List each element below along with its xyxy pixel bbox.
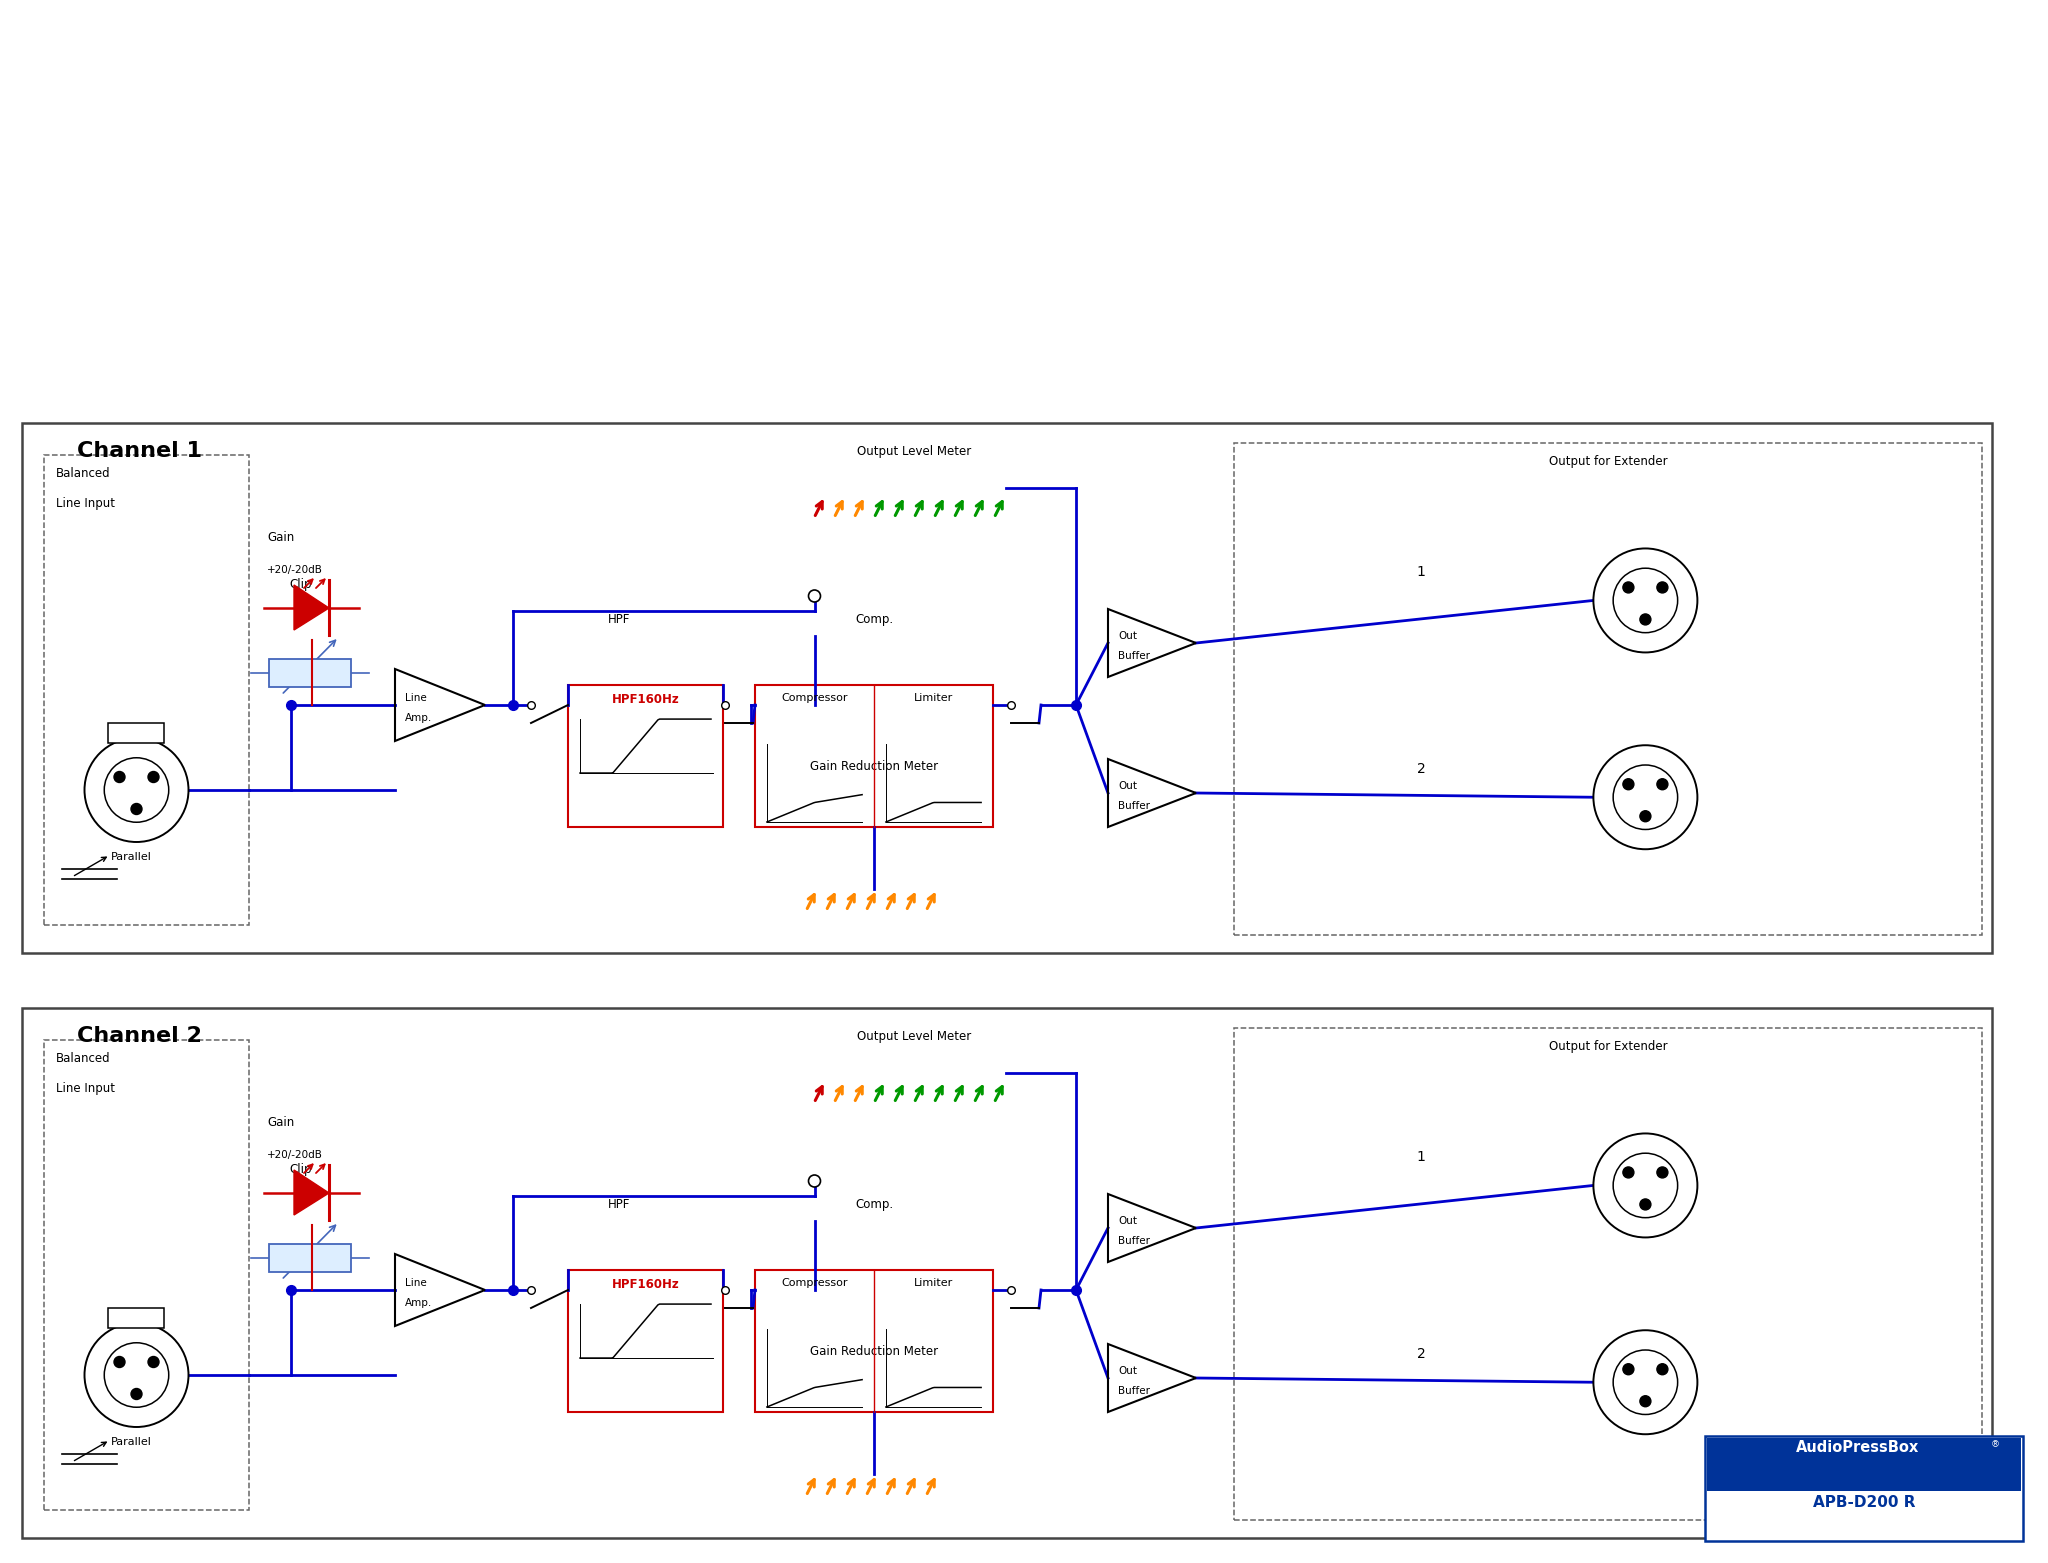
Circle shape: [104, 758, 168, 822]
Text: Limiter: Limiter: [913, 1279, 952, 1288]
Text: Balanced: Balanced: [55, 1052, 111, 1064]
Circle shape: [1614, 569, 1677, 633]
Circle shape: [1657, 1168, 1667, 1179]
Circle shape: [1640, 614, 1651, 625]
Circle shape: [115, 772, 125, 783]
Circle shape: [1640, 1199, 1651, 1210]
Bar: [109, 724, 164, 742]
Text: Amp.: Amp.: [406, 1297, 432, 1308]
Text: Balanced: Balanced: [55, 467, 111, 480]
Circle shape: [131, 1388, 141, 1399]
Circle shape: [1622, 1168, 1634, 1179]
Text: Compressor: Compressor: [780, 692, 848, 703]
Bar: [1235, 442, 1982, 935]
Circle shape: [1622, 581, 1634, 592]
Circle shape: [1640, 1396, 1651, 1407]
Text: HPF160Hz: HPF160Hz: [612, 692, 680, 706]
Bar: [1706, 1438, 2021, 1491]
Text: APB-D200 R: APB-D200 R: [1812, 1494, 1915, 1510]
Text: Clip: Clip: [289, 1163, 311, 1175]
Text: Line: Line: [406, 692, 426, 703]
Bar: [43, 455, 250, 925]
Text: Compressor: Compressor: [780, 1279, 848, 1288]
Bar: [756, 1271, 993, 1411]
Circle shape: [1593, 1133, 1698, 1238]
Text: Output Level Meter: Output Level Meter: [856, 1030, 971, 1043]
Text: ®: ®: [1991, 1440, 2001, 1449]
Text: AudioPressBox: AudioPressBox: [1796, 1440, 1919, 1455]
Text: +20/-20dB: +20/-20dB: [266, 564, 324, 575]
Bar: [23, 424, 1993, 953]
Circle shape: [1657, 778, 1667, 789]
Polygon shape: [295, 585, 330, 630]
Text: Out: Out: [1118, 631, 1137, 641]
Text: Buffer: Buffer: [1118, 1236, 1151, 1246]
Text: Gain Reduction Meter: Gain Reduction Meter: [809, 1346, 938, 1358]
Text: 1: 1: [1417, 1150, 1425, 1164]
Circle shape: [131, 803, 141, 814]
Text: Out: Out: [1118, 782, 1137, 791]
Text: +20/-20dB: +20/-20dB: [266, 1150, 324, 1160]
Circle shape: [1622, 778, 1634, 789]
Text: Amp.: Amp.: [406, 713, 432, 724]
Text: Line Input: Line Input: [55, 1082, 115, 1096]
Bar: [567, 1271, 723, 1411]
Circle shape: [115, 1357, 125, 1368]
Circle shape: [1614, 764, 1677, 830]
Circle shape: [84, 738, 188, 842]
Text: HPF: HPF: [608, 613, 631, 627]
Text: 1: 1: [1417, 566, 1425, 580]
Text: 2: 2: [1417, 1347, 1425, 1361]
Text: Comp.: Comp.: [854, 613, 893, 627]
Text: Out: Out: [1118, 1366, 1137, 1375]
Circle shape: [809, 1175, 821, 1186]
Circle shape: [147, 772, 160, 783]
Bar: [756, 685, 993, 827]
Circle shape: [809, 589, 821, 602]
Text: Line: Line: [406, 1279, 426, 1288]
Circle shape: [104, 1343, 168, 1407]
Text: Gain: Gain: [266, 531, 295, 544]
Text: Parallel: Parallel: [111, 1436, 152, 1447]
Circle shape: [1657, 581, 1667, 592]
Text: Output for Extender: Output for Extender: [1548, 455, 1667, 467]
Text: Limiter: Limiter: [913, 692, 952, 703]
Polygon shape: [295, 1171, 330, 1214]
Text: Gain: Gain: [266, 1116, 295, 1128]
Text: Out: Out: [1118, 1216, 1137, 1225]
Circle shape: [1622, 1364, 1634, 1375]
Text: Output for Extender: Output for Extender: [1548, 1039, 1667, 1053]
Bar: [268, 1244, 350, 1272]
Circle shape: [1640, 811, 1651, 822]
Circle shape: [147, 1357, 160, 1368]
Bar: [109, 1308, 164, 1329]
Circle shape: [1657, 1364, 1667, 1375]
Text: HPF160Hz: HPF160Hz: [612, 1279, 680, 1291]
Bar: [1235, 1028, 1982, 1519]
Text: HPF: HPF: [608, 1197, 631, 1211]
Circle shape: [1614, 1153, 1677, 1218]
Circle shape: [1593, 746, 1698, 849]
Circle shape: [1593, 549, 1698, 652]
Text: Buffer: Buffer: [1118, 800, 1151, 811]
Bar: [268, 660, 350, 688]
Text: Gain Reduction Meter: Gain Reduction Meter: [809, 760, 938, 774]
Text: 2: 2: [1417, 763, 1425, 777]
Bar: [43, 1039, 250, 1510]
Bar: [23, 1008, 1993, 1538]
Text: Channel 2: Channel 2: [78, 1025, 203, 1046]
Text: Line Input: Line Input: [55, 497, 115, 510]
Circle shape: [1614, 1350, 1677, 1415]
Bar: [567, 685, 723, 827]
Text: Parallel: Parallel: [111, 852, 152, 863]
Text: Channel 1: Channel 1: [78, 441, 203, 461]
Text: Buffer: Buffer: [1118, 652, 1151, 661]
Circle shape: [1593, 1330, 1698, 1435]
Text: Buffer: Buffer: [1118, 1386, 1151, 1396]
Text: Output Level Meter: Output Level Meter: [856, 445, 971, 458]
Circle shape: [84, 1322, 188, 1427]
Bar: [1706, 1436, 2023, 1541]
Text: Comp.: Comp.: [854, 1197, 893, 1211]
Text: Clip: Clip: [289, 578, 311, 591]
